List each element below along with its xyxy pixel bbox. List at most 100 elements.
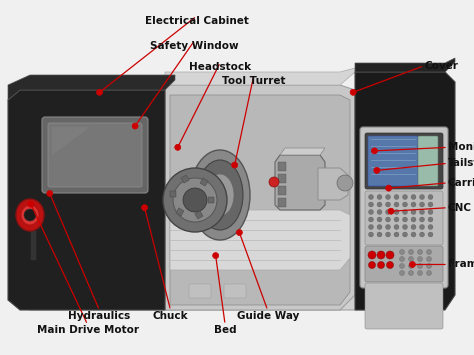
Polygon shape xyxy=(280,148,325,155)
Circle shape xyxy=(419,195,425,200)
Ellipse shape xyxy=(206,174,234,216)
Ellipse shape xyxy=(197,160,243,230)
Polygon shape xyxy=(165,68,355,85)
FancyBboxPatch shape xyxy=(394,284,426,301)
FancyBboxPatch shape xyxy=(365,133,443,189)
Circle shape xyxy=(402,217,408,222)
Circle shape xyxy=(427,271,431,275)
Circle shape xyxy=(394,202,399,207)
Polygon shape xyxy=(15,255,445,310)
Bar xyxy=(278,198,286,207)
Text: Frame: Frame xyxy=(448,260,474,269)
Text: Carriage: Carriage xyxy=(448,178,474,188)
Circle shape xyxy=(377,217,382,222)
Circle shape xyxy=(402,224,408,229)
Circle shape xyxy=(173,178,217,222)
Circle shape xyxy=(402,195,408,200)
FancyBboxPatch shape xyxy=(365,191,443,245)
Circle shape xyxy=(213,253,219,258)
Circle shape xyxy=(368,251,376,259)
Circle shape xyxy=(394,224,399,229)
Circle shape xyxy=(411,195,416,200)
Text: Cover: Cover xyxy=(424,61,458,71)
Bar xyxy=(181,175,189,183)
Circle shape xyxy=(28,201,34,207)
Circle shape xyxy=(385,217,391,222)
Circle shape xyxy=(428,209,433,214)
Text: Hydraulics: Hydraulics xyxy=(68,311,131,321)
Circle shape xyxy=(394,232,399,237)
Ellipse shape xyxy=(190,150,250,240)
Polygon shape xyxy=(275,155,325,210)
Circle shape xyxy=(427,263,431,268)
Bar xyxy=(195,211,203,219)
Polygon shape xyxy=(8,75,175,100)
Circle shape xyxy=(409,271,413,275)
Bar xyxy=(278,162,286,171)
Circle shape xyxy=(411,202,416,207)
Circle shape xyxy=(400,250,404,255)
Circle shape xyxy=(409,263,413,268)
Circle shape xyxy=(394,195,399,200)
Circle shape xyxy=(428,195,433,200)
Circle shape xyxy=(377,224,382,229)
Circle shape xyxy=(377,262,384,268)
Circle shape xyxy=(411,224,416,229)
Circle shape xyxy=(377,209,382,214)
Circle shape xyxy=(419,224,425,229)
Polygon shape xyxy=(165,85,355,310)
Circle shape xyxy=(400,257,404,262)
Circle shape xyxy=(368,232,374,237)
Circle shape xyxy=(418,257,422,262)
Circle shape xyxy=(394,217,399,222)
Circle shape xyxy=(377,202,382,207)
Bar xyxy=(208,197,214,203)
Polygon shape xyxy=(318,168,348,200)
Text: Monitor: Monitor xyxy=(448,142,474,152)
Circle shape xyxy=(419,217,425,222)
Circle shape xyxy=(419,202,425,207)
Bar xyxy=(30,230,36,260)
Circle shape xyxy=(24,209,36,221)
Circle shape xyxy=(427,250,431,255)
Text: CNC: CNC xyxy=(448,203,472,213)
Circle shape xyxy=(386,185,392,191)
Circle shape xyxy=(386,251,394,259)
Bar xyxy=(278,186,286,195)
Circle shape xyxy=(418,263,422,268)
FancyBboxPatch shape xyxy=(224,284,246,298)
Ellipse shape xyxy=(16,199,44,231)
Text: Safety Window: Safety Window xyxy=(150,41,238,51)
Text: Electrical Cabinet: Electrical Cabinet xyxy=(145,16,249,26)
Circle shape xyxy=(388,208,394,214)
FancyBboxPatch shape xyxy=(48,123,142,187)
Circle shape xyxy=(402,232,408,237)
Circle shape xyxy=(394,209,399,214)
Circle shape xyxy=(402,209,408,214)
Text: Headstock: Headstock xyxy=(189,62,252,72)
FancyBboxPatch shape xyxy=(418,136,438,186)
Circle shape xyxy=(400,263,404,268)
FancyBboxPatch shape xyxy=(365,246,443,282)
Circle shape xyxy=(142,205,147,211)
Circle shape xyxy=(411,232,416,237)
FancyBboxPatch shape xyxy=(365,283,443,329)
Circle shape xyxy=(409,250,413,255)
Circle shape xyxy=(400,271,404,275)
Polygon shape xyxy=(15,235,445,255)
Circle shape xyxy=(183,188,207,212)
Circle shape xyxy=(377,232,382,237)
Polygon shape xyxy=(8,90,165,310)
Circle shape xyxy=(368,217,374,222)
Circle shape xyxy=(97,89,102,95)
Circle shape xyxy=(385,195,391,200)
Circle shape xyxy=(163,168,227,232)
Text: Bed: Bed xyxy=(214,325,237,335)
Text: Main Drive Motor: Main Drive Motor xyxy=(36,325,139,335)
Polygon shape xyxy=(170,95,350,305)
Circle shape xyxy=(47,191,53,196)
Circle shape xyxy=(132,123,138,129)
Circle shape xyxy=(385,209,391,214)
Circle shape xyxy=(385,224,391,229)
Circle shape xyxy=(377,195,382,200)
